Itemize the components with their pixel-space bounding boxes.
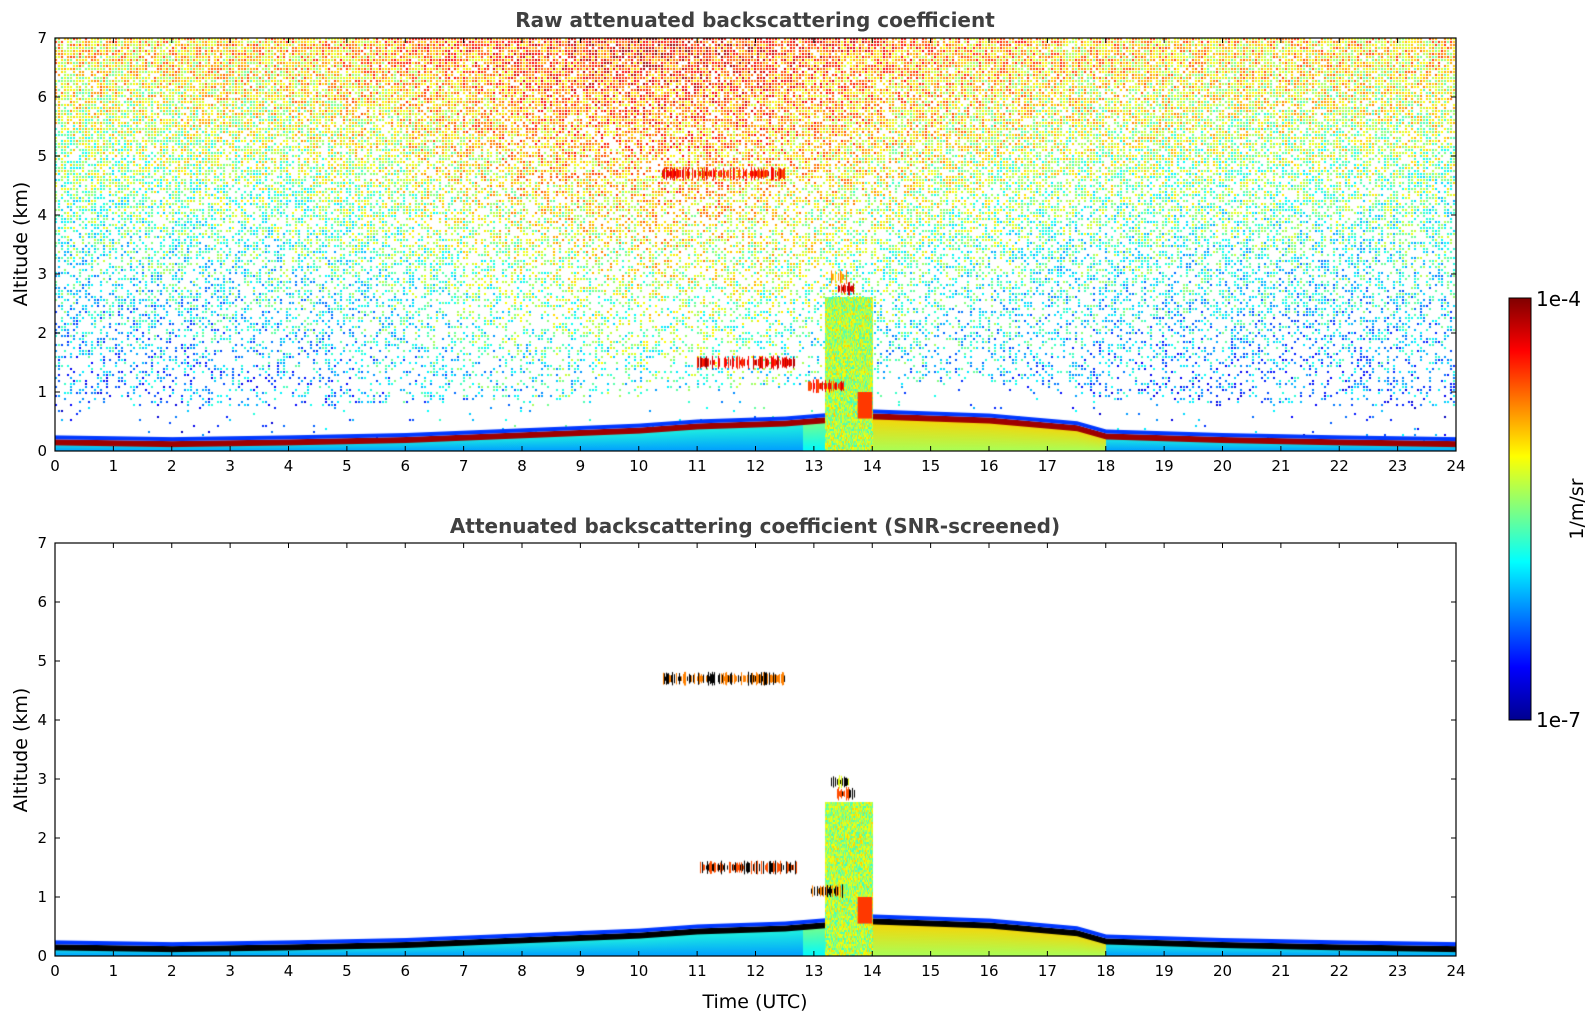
x-tick-label: 9 <box>576 457 586 475</box>
x-tick-label: 3 <box>225 457 235 475</box>
x-tick-label: 8 <box>517 457 527 475</box>
x-tick-label: 24 <box>1446 962 1465 980</box>
x-tick-label: 22 <box>1330 457 1349 475</box>
x-tick-label: 17 <box>1038 962 1057 980</box>
x-tick-label: 11 <box>688 962 707 980</box>
x-axis-label: Time (UTC) <box>701 991 807 1013</box>
y-tick-label: 1 <box>37 888 47 906</box>
x-tick-label: 1 <box>109 962 119 980</box>
y-tick-label: 7 <box>37 534 47 552</box>
x-tick-label: 5 <box>342 962 352 980</box>
panel-raw: 0 1 2 3 4 5 6 7 8 9 10 11 12 13 14 15 16 17 18 19 20 21 22 23 24… <box>10 8 1466 475</box>
x-tick-label: 10 <box>629 962 648 980</box>
colorbar: 1e-4 1e-7 1/m/sr <box>1508 287 1588 732</box>
panel-raw-x-ticks: 0 1 2 3 4 5 6 7 8 9 10 11 12 13 14 15 16 17 18 19 20 21 22 23 24 <box>50 38 1466 475</box>
x-tick-label: 6 <box>400 962 410 980</box>
x-tick-label: 13 <box>804 962 823 980</box>
panel-screened-title: Attenuated backscattering coefficient (S… <box>450 514 1060 538</box>
x-tick-label: 7 <box>459 962 469 980</box>
x-tick-label: 7 <box>459 457 469 475</box>
x-tick-label: 3 <box>225 962 235 980</box>
x-tick-label: 21 <box>1271 962 1290 980</box>
x-tick-label: 6 <box>400 457 410 475</box>
x-tick-label: 2 <box>167 457 177 475</box>
panel-screened-y-label: Altitude (km) <box>10 688 32 813</box>
x-tick-label: 22 <box>1330 962 1349 980</box>
panel-screened: 0 1 2 3 4 5 6 7 8 9 10 11 12 13 14 15 16 17 18 19 20 21 22 23 24… <box>10 514 1466 1013</box>
x-tick-label: 15 <box>921 962 940 980</box>
y-tick-label: 0 <box>37 442 47 460</box>
x-tick-label: 23 <box>1388 457 1407 475</box>
screened-heatmap-raster <box>55 543 1456 956</box>
y-tick-label: 0 <box>37 947 47 965</box>
screened-heatmap-image <box>55 543 1456 956</box>
y-tick-label: 4 <box>37 206 47 224</box>
x-tick-label: 21 <box>1271 457 1290 475</box>
x-tick-label: 4 <box>284 962 294 980</box>
raw-heatmap-image <box>55 38 1456 451</box>
panel-raw-y-ticks: 0 1 2 3 4 5 6 7 <box>37 29 1456 460</box>
x-tick-label: 19 <box>1155 962 1174 980</box>
colorbar-unit-label: 1/m/sr <box>1566 478 1588 539</box>
colorbar-min-label: 1e-7 <box>1536 708 1581 732</box>
y-tick-label: 2 <box>37 324 47 342</box>
colorbar-bar <box>1508 297 1532 721</box>
panel-raw-y-label: Altitude (km) <box>10 182 32 307</box>
x-tick-label: 14 <box>863 962 882 980</box>
colorbar-max-label: 1e-4 <box>1536 287 1581 311</box>
y-tick-label: 7 <box>37 29 47 47</box>
y-tick-label: 1 <box>37 383 47 401</box>
x-tick-label: 11 <box>688 457 707 475</box>
x-tick-label: 16 <box>979 962 998 980</box>
x-tick-label: 1 <box>109 457 119 475</box>
y-tick-label: 6 <box>37 593 47 611</box>
y-tick-label: 4 <box>37 711 47 729</box>
panel-raw-title: Raw attenuated backscattering coefficien… <box>515 8 995 32</box>
y-tick-label: 5 <box>37 652 47 670</box>
x-tick-label: 13 <box>804 457 823 475</box>
x-tick-label: 0 <box>50 962 60 980</box>
x-tick-label: 20 <box>1213 962 1232 980</box>
x-tick-label: 14 <box>863 457 882 475</box>
x-tick-label: 18 <box>1096 457 1115 475</box>
x-tick-label: 2 <box>167 962 177 980</box>
x-tick-label: 18 <box>1096 962 1115 980</box>
x-tick-label: 4 <box>284 457 294 475</box>
x-tick-label: 16 <box>979 457 998 475</box>
x-tick-label: 12 <box>746 457 765 475</box>
y-tick-label: 6 <box>37 88 47 106</box>
x-tick-label: 24 <box>1446 457 1465 475</box>
y-tick-label: 5 <box>37 147 47 165</box>
x-tick-label: 15 <box>921 457 940 475</box>
x-tick-label: 0 <box>50 457 60 475</box>
raw-heatmap-raster <box>55 38 1456 451</box>
y-tick-label: 2 <box>37 829 47 847</box>
x-tick-label: 20 <box>1213 457 1232 475</box>
x-tick-label: 8 <box>517 962 527 980</box>
x-tick-label: 5 <box>342 457 352 475</box>
x-tick-label: 17 <box>1038 457 1057 475</box>
x-tick-label: 23 <box>1388 962 1407 980</box>
x-tick-label: 9 <box>576 962 586 980</box>
x-tick-label: 12 <box>746 962 765 980</box>
panel-screened-y-ticks: 0 1 2 3 4 5 6 7 <box>37 534 1456 965</box>
x-tick-label: 19 <box>1155 457 1174 475</box>
y-tick-label: 3 <box>37 265 47 283</box>
panel-screened-x-ticks: 0 1 2 3 4 5 6 7 8 9 10 11 12 13 14 15 16 17 18 19 20 21 22 23 24 <box>50 543 1466 980</box>
y-tick-label: 3 <box>37 770 47 788</box>
x-tick-label: 10 <box>629 457 648 475</box>
